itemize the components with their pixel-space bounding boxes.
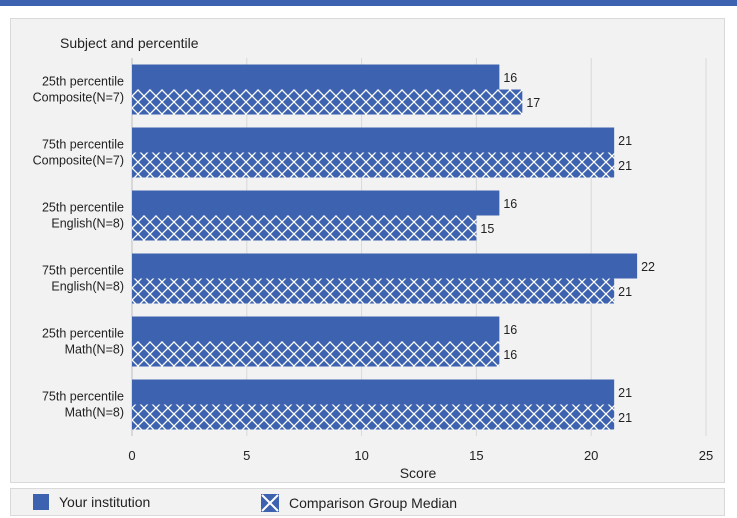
bar-value-label: 15: [480, 222, 494, 236]
x-tick-label: 15: [469, 448, 483, 463]
y-category-label: 75th percentile: [42, 138, 124, 152]
legend-label-comparison-group: Comparison Group Median: [289, 495, 458, 511]
bar-value-label: 21: [618, 159, 632, 173]
bar-your-institution: [132, 190, 500, 216]
bar-value-label: 22: [641, 260, 655, 274]
y-category-label: 75th percentile: [42, 390, 124, 404]
bar-value-label: 17: [526, 96, 540, 110]
y-category-label: Math(N=8): [65, 343, 124, 357]
bar-your-institution: [132, 127, 615, 153]
y-category-label: Math(N=8): [65, 406, 124, 420]
bar-value-label: 16: [503, 348, 517, 362]
bar-your-institution: [132, 64, 500, 90]
top-accent-bar: [0, 0, 737, 6]
x-tick-label: 10: [354, 448, 368, 463]
bar-comparison-group: [132, 341, 500, 367]
legend-item-your-institution: Your institution: [33, 494, 150, 510]
y-category-label: 25th percentile: [42, 327, 124, 341]
y-axis-title: Subject and percentile: [60, 35, 199, 51]
bar-your-institution: [132, 253, 638, 279]
bar-value-label: 21: [618, 285, 632, 299]
bar-your-institution: [132, 316, 500, 342]
bar-value-label: 21: [618, 386, 632, 400]
x-tick-label: 25: [699, 448, 713, 463]
y-category-label: 25th percentile: [42, 201, 124, 215]
x-tick-label: 0: [128, 448, 135, 463]
bar-comparison-group: [132, 215, 477, 241]
y-category-label: Composite(N=7): [33, 91, 124, 105]
legend-label-your-institution: Your institution: [59, 494, 151, 510]
bar-value-label: 21: [618, 411, 632, 425]
bar-value-label: 21: [618, 134, 632, 148]
bar-comparison-group: [132, 152, 615, 178]
bar-comparison-group: [132, 278, 615, 304]
bar-value-label: 16: [503, 323, 517, 337]
x-tick-label: 5: [243, 448, 250, 463]
bar-comparison-group: [132, 404, 615, 430]
x-axis-title: Score: [400, 465, 437, 481]
y-category-label: English(N=8): [51, 280, 124, 294]
y-category-label: Composite(N=7): [33, 154, 124, 168]
bar-your-institution: [132, 379, 615, 405]
y-category-label: 75th percentile: [42, 264, 124, 278]
legend-swatch-crosshatch: [261, 494, 279, 512]
legend-swatch-solid: [33, 494, 49, 510]
y-category-label: English(N=8): [51, 217, 124, 231]
x-tick-label: 20: [584, 448, 598, 463]
bar-value-label: 16: [503, 197, 517, 211]
y-category-label: 25th percentile: [42, 75, 124, 89]
bar-value-label: 16: [503, 71, 517, 85]
legend-item-comparison-group: Comparison Group Median: [261, 494, 457, 512]
chart-legend: Your institution Comparison Group Median: [10, 488, 725, 516]
bar-comparison-group: [132, 89, 523, 115]
